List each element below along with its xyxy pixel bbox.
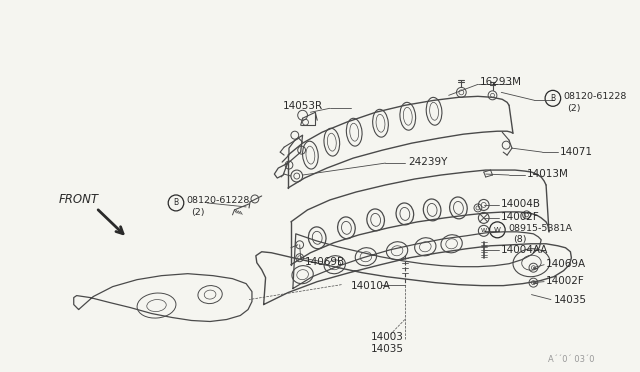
Text: 14004B: 14004B xyxy=(501,199,541,209)
Text: 14010A: 14010A xyxy=(351,280,391,291)
Text: 14071: 14071 xyxy=(560,147,593,157)
Text: W: W xyxy=(494,227,501,233)
Text: 14053R: 14053R xyxy=(283,101,323,111)
Text: 08120-61228: 08120-61228 xyxy=(187,196,250,205)
Text: B: B xyxy=(550,94,556,103)
Text: 16293M: 16293M xyxy=(480,77,522,87)
Text: (8): (8) xyxy=(513,235,527,244)
Text: 14004AA: 14004AA xyxy=(501,245,548,255)
Text: 14035: 14035 xyxy=(554,295,587,305)
Text: 24239Y: 24239Y xyxy=(408,157,447,167)
Text: 14035: 14035 xyxy=(371,344,404,355)
Text: B: B xyxy=(173,198,179,208)
Text: 14069B: 14069B xyxy=(305,257,345,267)
Text: A´´0´ 03´0: A´´0´ 03´0 xyxy=(548,355,595,364)
Text: (2): (2) xyxy=(191,208,205,217)
Text: 14002F: 14002F xyxy=(546,276,585,286)
Text: 14013M: 14013M xyxy=(527,169,568,179)
Text: FRONT: FRONT xyxy=(59,193,99,206)
Text: (2): (2) xyxy=(568,104,581,113)
Text: 14002F: 14002F xyxy=(501,212,540,222)
Text: W: W xyxy=(481,228,487,233)
Text: 08120-61228: 08120-61228 xyxy=(564,92,627,101)
Text: 14003: 14003 xyxy=(371,333,404,343)
Text: 08915-5381A: 08915-5381A xyxy=(508,224,572,233)
Text: 14069A: 14069A xyxy=(546,259,586,269)
